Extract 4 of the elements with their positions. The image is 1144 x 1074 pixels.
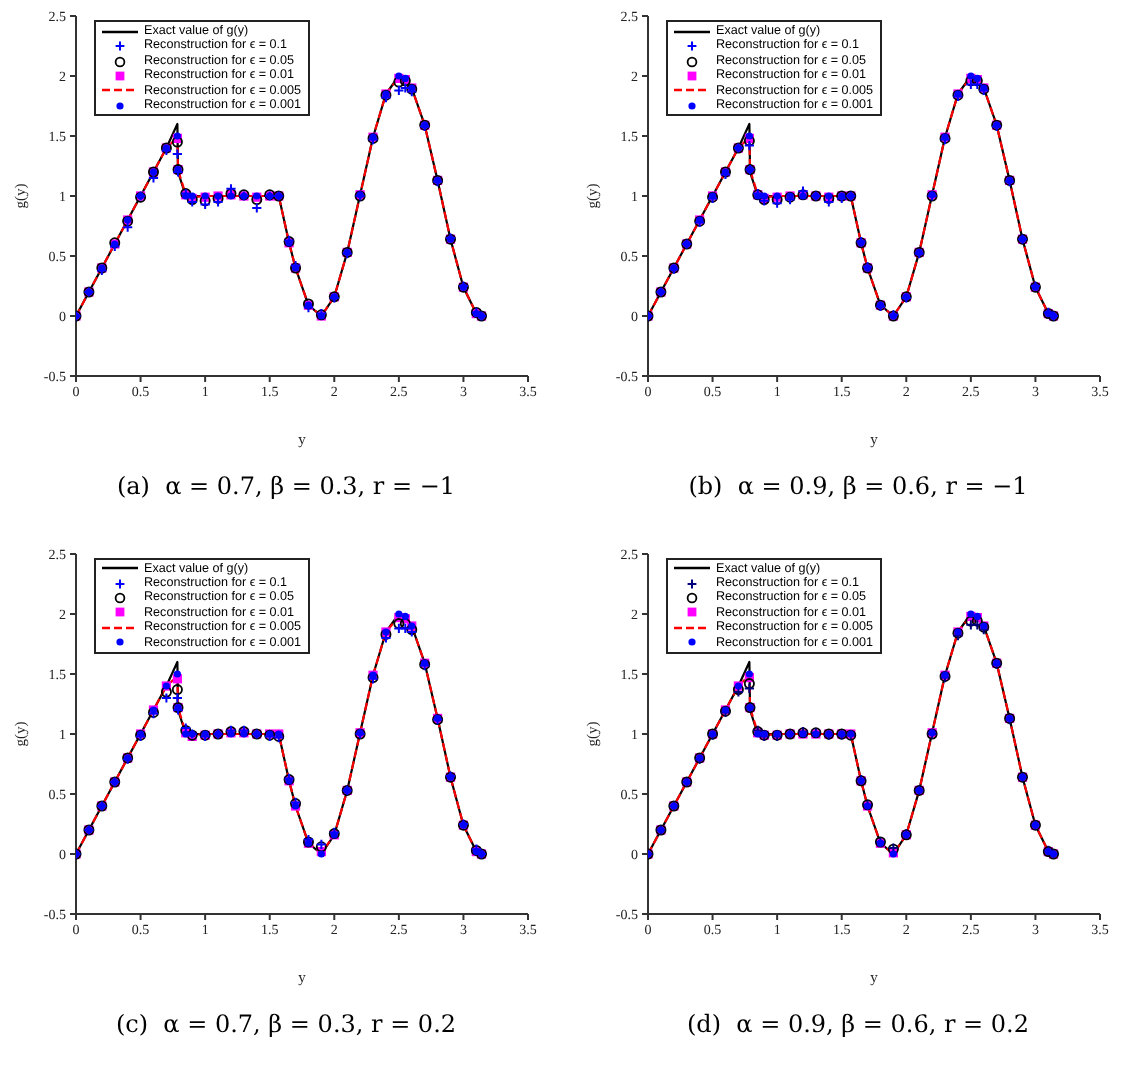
text: (a) α = 0.7, β = 0.3, r = −1 <box>114 472 458 504</box>
text: (d) α = 0.9, β = 0.6, r = 0.2 <box>684 1009 1031 1041</box>
text: (b) α = 0.9, β = 0.6, r = −1 <box>686 472 1030 504</box>
text: (c) α = 0.7, β = 0.3, r = 0.2 <box>113 1009 459 1041</box>
